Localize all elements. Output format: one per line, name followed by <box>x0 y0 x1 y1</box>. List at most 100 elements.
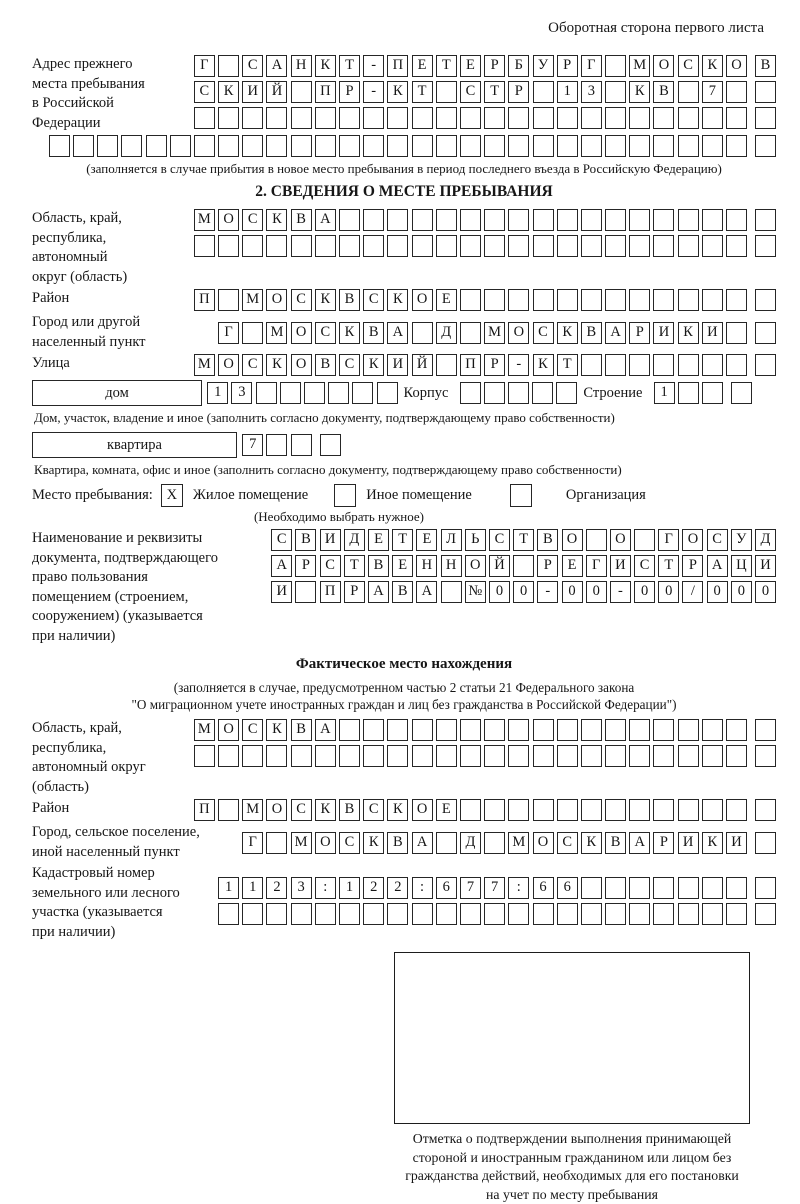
char-cell[interactable] <box>605 107 626 129</box>
char-cell[interactable] <box>678 903 699 925</box>
char-cell[interactable] <box>484 903 505 925</box>
char-cell[interactable]: И <box>242 81 263 103</box>
char-cell[interactable] <box>702 877 723 899</box>
char-cell[interactable]: 1 <box>218 877 239 899</box>
char-cell[interactable]: 1 <box>557 81 578 103</box>
char-cell[interactable]: М <box>194 354 215 376</box>
char-cell[interactable] <box>726 719 747 741</box>
char-cell[interactable] <box>629 745 650 767</box>
char-cell[interactable]: П <box>315 81 336 103</box>
char-cell[interactable]: М <box>194 209 215 231</box>
char-cell[interactable] <box>755 235 776 257</box>
char-cell[interactable]: : <box>315 877 336 899</box>
char-cell[interactable] <box>73 135 94 157</box>
char-cell[interactable] <box>412 719 433 741</box>
char-cell[interactable]: О <box>412 289 433 311</box>
char-cell[interactable]: : <box>412 877 433 899</box>
char-cell[interactable]: К <box>702 55 723 77</box>
char-cell[interactable] <box>605 719 626 741</box>
char-cell[interactable] <box>755 107 776 129</box>
char-cell[interactable]: Е <box>436 289 457 311</box>
char-cell[interactable]: О <box>562 529 583 551</box>
char-cell[interactable]: И <box>755 555 776 577</box>
char-cell[interactable] <box>387 745 408 767</box>
char-cell[interactable] <box>755 135 776 157</box>
char-cell[interactable] <box>484 799 505 821</box>
char-cell[interactable] <box>581 745 602 767</box>
char-cell[interactable] <box>508 135 529 157</box>
char-cell[interactable]: 0 <box>489 581 510 603</box>
char-cell[interactable]: : <box>508 877 529 899</box>
char-cell[interactable]: В <box>291 719 312 741</box>
char-cell[interactable]: 0 <box>731 581 752 603</box>
char-cell[interactable]: С <box>363 799 384 821</box>
char-cell[interactable] <box>295 581 316 603</box>
char-cell[interactable]: Н <box>441 555 462 577</box>
char-cell[interactable] <box>266 434 287 456</box>
char-cell[interactable] <box>533 235 554 257</box>
char-cell[interactable]: - <box>363 55 384 77</box>
char-cell[interactable] <box>242 107 263 129</box>
char-cell[interactable]: О <box>218 719 239 741</box>
char-cell[interactable] <box>460 799 481 821</box>
char-cell[interactable]: 7 <box>702 81 723 103</box>
char-cell[interactable] <box>315 135 336 157</box>
char-cell[interactable]: Е <box>562 555 583 577</box>
char-cell[interactable] <box>726 354 747 376</box>
char-cell[interactable] <box>581 107 602 129</box>
char-cell[interactable] <box>460 382 481 404</box>
char-cell[interactable] <box>377 382 398 404</box>
char-cell[interactable] <box>755 745 776 767</box>
char-cell[interactable]: К <box>387 81 408 103</box>
char-cell[interactable]: И <box>610 555 631 577</box>
char-cell[interactable] <box>291 235 312 257</box>
char-cell[interactable]: Т <box>392 529 413 551</box>
char-cell[interactable]: Д <box>436 322 457 344</box>
char-cell[interactable] <box>436 107 457 129</box>
apartment-type-field[interactable]: квартира <box>32 432 237 458</box>
char-cell[interactable]: И <box>678 832 699 854</box>
char-cell[interactable] <box>629 354 650 376</box>
char-cell[interactable] <box>653 719 674 741</box>
char-cell[interactable]: О <box>508 322 529 344</box>
char-cell[interactable]: Р <box>344 581 365 603</box>
char-cell[interactable]: Л <box>441 529 462 551</box>
char-cell[interactable]: В <box>315 354 336 376</box>
char-cell[interactable]: К <box>702 832 723 854</box>
char-cell[interactable] <box>755 322 776 344</box>
char-cell[interactable]: П <box>387 55 408 77</box>
char-cell[interactable] <box>291 903 312 925</box>
char-cell[interactable] <box>581 354 602 376</box>
char-cell[interactable] <box>533 209 554 231</box>
char-cell[interactable]: О <box>218 209 239 231</box>
char-cell[interactable] <box>605 877 626 899</box>
char-cell[interactable]: И <box>702 322 723 344</box>
char-cell[interactable]: С <box>489 529 510 551</box>
char-cell[interactable] <box>726 877 747 899</box>
char-cell[interactable]: 0 <box>586 581 607 603</box>
char-cell[interactable] <box>629 289 650 311</box>
char-cell[interactable] <box>436 81 457 103</box>
char-cell[interactable] <box>291 745 312 767</box>
char-cell[interactable] <box>726 322 747 344</box>
char-cell[interactable] <box>533 135 554 157</box>
char-cell[interactable]: П <box>194 799 215 821</box>
char-cell[interactable]: Е <box>392 555 413 577</box>
char-cell[interactable] <box>339 209 360 231</box>
char-cell[interactable]: К <box>629 81 650 103</box>
char-cell[interactable] <box>387 135 408 157</box>
char-cell[interactable] <box>387 209 408 231</box>
char-cell[interactable]: Е <box>368 529 389 551</box>
char-cell[interactable] <box>363 719 384 741</box>
char-cell[interactable] <box>605 289 626 311</box>
char-cell[interactable] <box>755 903 776 925</box>
char-cell[interactable]: 2 <box>266 877 287 899</box>
char-cell[interactable]: 6 <box>557 877 578 899</box>
char-cell[interactable] <box>726 135 747 157</box>
checkbox-other-premises[interactable] <box>334 484 356 507</box>
char-cell[interactable]: О <box>610 529 631 551</box>
char-cell[interactable]: Р <box>653 832 674 854</box>
char-cell[interactable]: У <box>731 529 752 551</box>
char-cell[interactable]: В <box>653 81 674 103</box>
char-cell[interactable] <box>315 107 336 129</box>
